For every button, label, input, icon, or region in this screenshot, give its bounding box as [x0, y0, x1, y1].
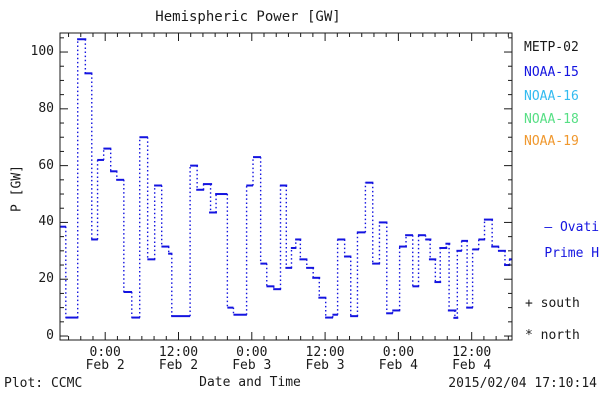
- x-tick-label: 12:00 Feb 2: [142, 346, 214, 372]
- x-tick-label: 0:00 Feb 4: [362, 346, 434, 372]
- y-tick-label: 20: [38, 271, 54, 287]
- x-tick-time: 12:00: [452, 345, 492, 360]
- x-tick-time: 12:00: [158, 345, 199, 360]
- legend-north-marker: * north: [525, 328, 580, 343]
- legend-satellite-noaa-18: NOAA-18: [524, 112, 579, 127]
- legend-south-marker: + south: [525, 296, 580, 311]
- ovation-line-sample-and-label: — Ovation: [544, 220, 600, 235]
- x-tick-time: 12:00: [305, 345, 345, 360]
- y-tick-label: 100: [30, 44, 54, 60]
- x-tick-label: 12:00 Feb 4: [436, 346, 508, 372]
- x-tick-label: 0:00 Feb 3: [216, 346, 288, 372]
- page-title: Hemispheric Power [GW]: [155, 9, 341, 25]
- legend-satellite-metp-02: METP-02: [524, 40, 579, 55]
- x-tick-time: 0:00: [236, 345, 268, 360]
- x-tick-date: Feb 4: [378, 358, 418, 373]
- y-tick-label: 80: [38, 100, 54, 116]
- legend-satellite-noaa-19: NOAA-19: [524, 134, 579, 149]
- plot-timestamp: 2015/02/04 17:10:14: [448, 376, 597, 391]
- x-tick-date: Feb 3: [305, 358, 345, 373]
- x-tick-date: Feb 2: [85, 358, 125, 373]
- legend-satellite-noaa-15: NOAA-15: [524, 65, 579, 80]
- plot-credit: Plot: CCMC: [4, 376, 83, 391]
- y-tick-label: 0: [46, 328, 54, 344]
- plot-frame: [59, 32, 513, 341]
- x-tick-date: Feb 3: [232, 358, 272, 373]
- x-tick-time: 0:00: [382, 345, 415, 360]
- x-tick-label: 12:00 Feb 3: [289, 346, 361, 372]
- x-tick-time: 0:00: [89, 345, 121, 360]
- x-tick-date: Feb 2: [158, 358, 199, 373]
- x-axis-title: Date and Time: [199, 375, 301, 390]
- ovation-label-line2: Prime HPI: [544, 246, 600, 261]
- x-tick-label: 0:00 Feb 2: [69, 346, 141, 372]
- x-tick-date: Feb 4: [452, 358, 492, 373]
- legend-satellite-noaa-16: NOAA-16: [524, 89, 579, 104]
- y-tick-label: 60: [38, 157, 54, 173]
- legend-ovation-prime-hpi: — Ovation Prime HPI: [513, 208, 600, 273]
- y-tick-label: 40: [38, 214, 54, 230]
